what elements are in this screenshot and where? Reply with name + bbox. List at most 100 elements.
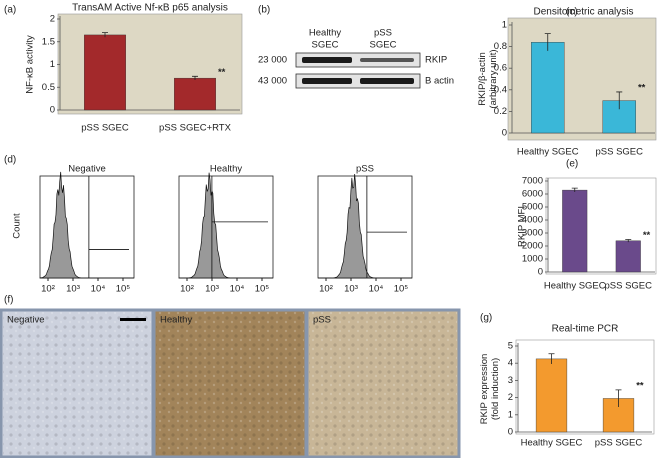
error-bar bbox=[192, 75, 198, 80]
flow-gate bbox=[88, 176, 129, 278]
flow-gate bbox=[211, 176, 268, 278]
flow-tick-label: 10² bbox=[41, 284, 55, 295]
blot-column-label: SGEC bbox=[312, 40, 339, 51]
y-tick-label: 2 bbox=[508, 392, 513, 403]
error-bar bbox=[571, 187, 578, 193]
flow-tick-label: 10² bbox=[180, 284, 194, 295]
micrograph-texture bbox=[3, 312, 151, 455]
y-tick-label: 7000 bbox=[522, 176, 543, 187]
error-bar bbox=[544, 33, 551, 51]
blot-band bbox=[360, 78, 414, 84]
y-tick-label: 1000 bbox=[522, 254, 543, 265]
bar bbox=[562, 189, 588, 273]
y-tick-label: 2000 bbox=[522, 241, 543, 252]
flow-tick-label: 10⁵ bbox=[116, 284, 131, 295]
y-tick-label: 0 bbox=[502, 128, 507, 139]
flow-title: pSS bbox=[356, 164, 374, 175]
x-tick-label: pSS SGEC+RTX bbox=[159, 123, 232, 134]
blot-band bbox=[302, 57, 352, 63]
bar bbox=[531, 42, 565, 134]
y-tick-label: 1 bbox=[502, 20, 507, 31]
flow-tick-label: 10⁴ bbox=[369, 284, 384, 295]
blot-row-label: RKIP bbox=[425, 55, 447, 66]
flow-histogram bbox=[39, 171, 134, 279]
x-tick-label: pSS SGEC bbox=[595, 147, 643, 158]
panel-label: (g) bbox=[480, 313, 492, 324]
chart-title: TransAM Active Nf-κB p65 analysis bbox=[72, 3, 228, 14]
y-tick-label: 0 bbox=[50, 105, 55, 116]
error-bar bbox=[548, 353, 555, 365]
y-tick-label: 6000 bbox=[522, 189, 543, 200]
blot-column-label: Healthy bbox=[309, 28, 341, 39]
x-tick-label: pSS SGEC bbox=[595, 438, 643, 449]
x-tick-label: Healthy SGEC bbox=[517, 147, 579, 158]
error-bar bbox=[616, 91, 623, 110]
significance: ** bbox=[638, 82, 646, 93]
error-bar bbox=[615, 389, 622, 408]
blot-band bbox=[302, 78, 352, 84]
significance: ** bbox=[636, 380, 644, 391]
bar bbox=[84, 34, 126, 111]
scale-bar bbox=[120, 318, 146, 321]
bar bbox=[615, 240, 641, 273]
blot-row-label: B actin bbox=[425, 76, 454, 87]
flow-tick-label: 10⁴ bbox=[230, 284, 245, 295]
micrograph-label: Negative bbox=[7, 315, 45, 326]
y-tick-label: 2 bbox=[50, 14, 55, 25]
significance: ** bbox=[218, 67, 226, 78]
flow-tick-label: 10⁵ bbox=[255, 284, 270, 295]
chart-title: Densitometric analysis bbox=[533, 7, 633, 18]
x-tick-label: Healthy SGEC bbox=[544, 281, 606, 292]
flow-histogram bbox=[179, 172, 273, 279]
blot-band bbox=[360, 58, 414, 62]
blot-column-label: SGEC bbox=[370, 40, 397, 51]
panel-label: (f) bbox=[4, 295, 13, 306]
significance: ** bbox=[643, 230, 651, 241]
y-tick-label: 0 bbox=[508, 427, 513, 438]
y-axis-label: NF-κB activity bbox=[25, 35, 36, 94]
blot-mw: 43 000 bbox=[258, 76, 287, 87]
y-tick-label: 3 bbox=[508, 375, 513, 386]
y-tick-label: 1 bbox=[50, 59, 55, 70]
panel-label: (c) bbox=[566, 7, 578, 18]
flow-tick-label: 10⁵ bbox=[394, 284, 409, 295]
y-tick-label: 0.5 bbox=[42, 82, 55, 93]
blot-column-label: pSS bbox=[374, 28, 392, 39]
y-tick-label: 0 bbox=[538, 267, 543, 278]
panel-label: (a) bbox=[4, 5, 16, 16]
y-tick-label: 0.2 bbox=[494, 106, 507, 117]
y-tick-label: 1.5 bbox=[42, 36, 55, 47]
panel-label: (d) bbox=[4, 155, 16, 166]
panel-label: (e) bbox=[566, 159, 578, 170]
y-tick-label: 0.6 bbox=[494, 63, 507, 74]
flow-histogram bbox=[318, 173, 412, 279]
flow-title: Healthy bbox=[210, 164, 242, 175]
y-axis-label: RKIP expression bbox=[479, 354, 490, 425]
bar bbox=[174, 77, 216, 111]
y-tick-label: 1 bbox=[508, 409, 513, 420]
y-tick-label: 5 bbox=[508, 341, 513, 352]
y-tick-label: 4 bbox=[508, 358, 513, 369]
blot-band-frame bbox=[295, 73, 421, 89]
x-tick-label: pSS SGEC bbox=[604, 281, 652, 292]
flow-y-label: Count bbox=[12, 213, 23, 239]
flow-frame bbox=[178, 175, 274, 279]
flow-frame bbox=[317, 175, 413, 279]
y-tick-label: 5000 bbox=[522, 202, 543, 213]
micrograph-texture bbox=[309, 312, 457, 455]
panel-label: (b) bbox=[258, 5, 270, 16]
bar bbox=[535, 358, 568, 433]
y-tick-label: 3000 bbox=[522, 228, 543, 239]
x-tick-label: Healthy SGEC bbox=[521, 438, 583, 449]
flow-title: Negative bbox=[68, 164, 106, 175]
flow-tick-label: 10² bbox=[319, 284, 333, 295]
y-tick-label: 4000 bbox=[522, 215, 543, 226]
flow-tick-label: 10³ bbox=[344, 284, 358, 295]
y-axis-label: RKIP/β-actin bbox=[477, 52, 488, 106]
micrograph-label: pSS bbox=[313, 315, 331, 326]
chart-title: Real-time PCR bbox=[552, 324, 619, 335]
micrograph-label: Healthy bbox=[160, 315, 192, 326]
y-tick-label: 0.8 bbox=[494, 41, 507, 52]
error-bar bbox=[102, 32, 108, 38]
